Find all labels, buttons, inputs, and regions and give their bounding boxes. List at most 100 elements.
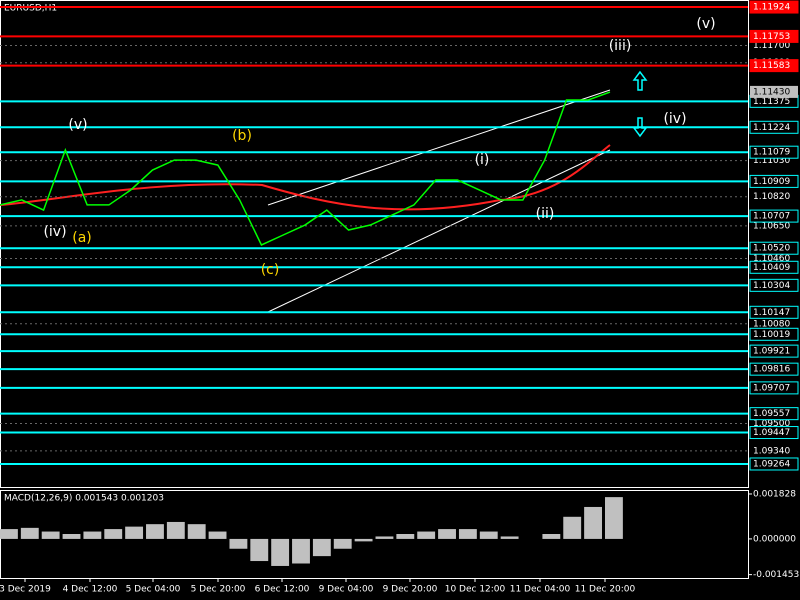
channel-upper xyxy=(267,89,611,206)
macd-bar xyxy=(125,526,144,539)
level-label: 1.09816 xyxy=(753,365,790,375)
level-label-box xyxy=(749,241,799,255)
level-label: 1.10019 xyxy=(753,330,790,340)
macd-bar xyxy=(166,521,185,539)
macd-bar xyxy=(396,534,415,539)
macd-bar xyxy=(333,538,352,549)
level-label: 1.09557 xyxy=(753,409,790,419)
macd-bar xyxy=(563,516,582,539)
current-price-label: 1.11430 xyxy=(753,87,790,97)
macd-bar xyxy=(438,529,456,539)
level-label-box xyxy=(749,174,799,188)
time-label: 11 Dec 04:00 xyxy=(510,585,571,595)
level-label: 1.10409 xyxy=(753,263,790,273)
level-label: 1.11753 xyxy=(753,32,790,42)
time-label: 5 Dec 04:00 xyxy=(126,585,181,595)
macd-bar xyxy=(458,529,477,539)
level-label-box xyxy=(749,120,799,134)
macd-title: MACD(12,26,9) 0.001543 0.001203 xyxy=(4,494,164,504)
time-label: 3 Dec 2019 xyxy=(0,585,51,595)
macd-bar xyxy=(0,529,18,539)
price-line xyxy=(0,91,611,246)
macd-bar xyxy=(479,531,498,539)
macd-bar xyxy=(375,536,394,539)
level-label-box xyxy=(749,327,799,341)
level-label: 1.10304 xyxy=(753,281,790,291)
wave-label: (v) xyxy=(68,117,87,133)
time-label: 10 Dec 12:00 xyxy=(445,585,506,595)
level-label-box xyxy=(749,0,799,14)
price-tick-label: 1.10460 xyxy=(753,254,790,264)
time-label: 4 Dec 12:00 xyxy=(63,585,118,595)
macd-bar xyxy=(20,527,39,539)
level-label: 1.11224 xyxy=(753,123,790,133)
level-label: 1.11079 xyxy=(753,148,790,158)
level-label: 1.11583 xyxy=(753,61,790,71)
macd-bar xyxy=(605,497,623,539)
price-frame xyxy=(0,0,749,488)
macd-bar xyxy=(104,529,123,539)
level-label: 1.09447 xyxy=(753,428,790,438)
level-label-box xyxy=(749,344,799,358)
macd-bar xyxy=(584,506,602,539)
level-label-box xyxy=(749,29,799,43)
wave-label: (iv) xyxy=(43,224,66,240)
level-label: 1.10520 xyxy=(753,244,790,254)
level-label-box xyxy=(749,362,799,376)
time-label: 11 Dec 20:00 xyxy=(575,585,636,595)
level-label: 1.09264 xyxy=(753,459,790,469)
price-tick-label: 1.10080 xyxy=(753,319,790,329)
macd-tick-label: 0.001828 xyxy=(753,489,796,499)
price-tick-label: 1.10650 xyxy=(753,221,790,231)
level-label: 1.09921 xyxy=(753,347,790,357)
macd-tick-label: 0.000000 xyxy=(753,534,796,544)
macd-bar xyxy=(187,524,206,539)
wave-label: (ii) xyxy=(536,206,555,222)
level-label: 1.11375 xyxy=(753,97,790,107)
level-label: 1.09707 xyxy=(753,383,790,393)
level-label-box xyxy=(749,457,799,471)
time-label: 6 Dec 12:00 xyxy=(255,585,310,595)
macd-bar xyxy=(146,524,164,539)
current-price-box xyxy=(750,85,798,98)
level-label: 1.10147 xyxy=(753,308,790,318)
level-label-box xyxy=(749,278,799,292)
macd-bar xyxy=(41,531,60,539)
macd-bar xyxy=(292,538,310,564)
macd-bar xyxy=(62,534,81,539)
macd-bar xyxy=(542,534,561,539)
wave-label: (v) xyxy=(696,16,715,32)
price-tick-label: 1.11700 xyxy=(753,41,790,51)
time-label: 9 Dec 04:00 xyxy=(319,585,374,595)
level-label-box xyxy=(749,59,799,73)
level-label: 1.11924 xyxy=(753,3,790,13)
macd-bar xyxy=(83,531,102,539)
time-label: 9 Dec 20:00 xyxy=(383,585,438,595)
macd-bar xyxy=(250,538,269,562)
level-label: 1.10707 xyxy=(753,212,790,222)
level-label-box xyxy=(749,260,799,274)
level-label-box xyxy=(749,381,799,395)
level-label-box xyxy=(749,145,799,159)
time-label: 5 Dec 20:00 xyxy=(191,585,246,595)
price-tick-label: 1.09340 xyxy=(753,446,790,456)
wave-label: (c) xyxy=(261,262,280,278)
window-title: EURUSD,H1 xyxy=(4,4,57,14)
wave-label: (a) xyxy=(72,230,92,246)
macd-bar xyxy=(417,531,436,539)
price-tick-label: 1.11030 xyxy=(753,156,790,166)
price-tick-label: 1.10820 xyxy=(753,192,790,202)
macd-bar xyxy=(354,538,373,542)
arrow-up xyxy=(632,70,648,91)
level-label-box xyxy=(749,426,799,440)
level-label: 1.10909 xyxy=(753,177,790,187)
price-tick-label: 1.09500 xyxy=(753,419,790,429)
macd-bar xyxy=(271,538,290,566)
macd-bar xyxy=(312,538,331,557)
wave-label: (i) xyxy=(475,152,490,168)
moving-average xyxy=(0,144,611,211)
wave-label: (b) xyxy=(232,128,252,144)
level-label-box xyxy=(749,407,799,421)
